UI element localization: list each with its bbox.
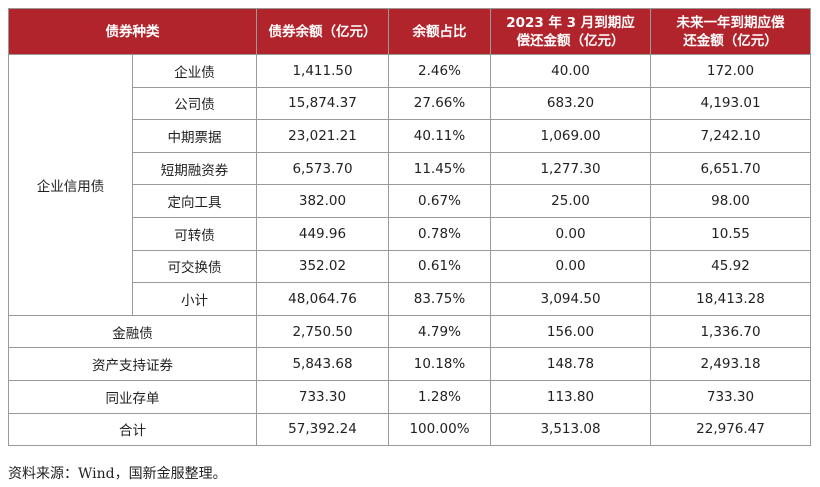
cell-due2023: 1,069.00: [490, 119, 651, 153]
cell-ratio: 4.79%: [388, 314, 491, 349]
cell-ratio: 0.78%: [388, 216, 491, 251]
cell-ratio: 0.67%: [388, 184, 491, 218]
cell-balance: 2,750.50: [256, 314, 389, 349]
cell-due2023: 156.00: [490, 314, 651, 349]
cell-balance: 352.02: [256, 249, 389, 284]
cell-ratio: 100.00%: [388, 412, 491, 447]
table-row: 中期票据 23,021.21 40.11% 1,069.00 7,242.10: [9, 119, 811, 153]
cell-dueYear: 18,413.28: [650, 282, 811, 316]
table-row: 企业信用债 企业债 1,411.50 2.46% 40.00 172.00: [8, 54, 811, 316]
cell-dueYear: 733.30: [650, 379, 811, 414]
row-name: 可转债: [132, 216, 257, 251]
cell-dueYear: 7,242.10: [650, 119, 811, 153]
header-balance: 债券余额（亿元）: [256, 8, 389, 55]
header-due-year-line2: 还金额（亿元）: [683, 32, 778, 49]
bond-table: 债券种类 债券余额（亿元） 余额占比 2023 年 3 月到期应 偿还金额（亿元…: [8, 8, 811, 447]
cell-balance: 5,843.68: [256, 347, 389, 381]
table-row: 资产支持证券 5,843.68 10.18% 148.78 2,493.18: [8, 347, 811, 381]
cell-due2023: 3,094.50: [490, 282, 651, 316]
table-row: 同业存单 733.30 1.28% 113.80 733.30: [8, 379, 811, 414]
row-name: 短期融资券: [132, 151, 257, 186]
row-name: 定向工具: [132, 184, 257, 218]
cell-due2023: 148.78: [490, 347, 651, 381]
cell-ratio: 0.61%: [388, 249, 491, 284]
table-row: 短期融资券 6,573.70 11.45% 1,277.30 6,651.70: [9, 151, 811, 186]
header-due-year-line1: 未来一年到期应偿: [676, 14, 785, 31]
header-due-2023: 2023 年 3 月到期应 偿还金额（亿元）: [490, 8, 651, 55]
table-row: 定向工具 382.00 0.67% 25.00 98.00: [9, 184, 811, 218]
cell-balance: 23,021.21: [256, 119, 389, 153]
cell-dueYear: 22,976.47: [650, 412, 811, 447]
table-row: 可转债 449.96 0.78% 0.00 10.55: [9, 216, 811, 251]
cell-dueYear: 4,193.01: [650, 86, 811, 121]
table-row: 金融债 2,750.50 4.79% 156.00 1,336.70: [8, 314, 811, 349]
source-note: 资料来源：Wind，国新金服整理。: [8, 466, 227, 482]
row-name: 小计: [132, 282, 257, 316]
cell-ratio: 10.18%: [388, 347, 491, 381]
cell-dueYear: 6,651.70: [650, 151, 811, 186]
cell-ratio: 83.75%: [388, 282, 491, 316]
cell-due2023: 0.00: [490, 216, 651, 251]
cell-ratio: 1.28%: [388, 379, 491, 414]
row-name: 合计: [8, 412, 257, 447]
header-due-year: 未来一年到期应偿 还金额（亿元）: [650, 8, 811, 55]
cell-ratio: 2.46%: [388, 54, 491, 88]
row-name: 可交换债: [132, 249, 257, 284]
cell-dueYear: 10.55: [650, 216, 811, 251]
cell-due2023: 0.00: [490, 249, 651, 284]
header-type: 债券种类: [8, 8, 257, 55]
row-name: 公司债: [132, 86, 257, 121]
table-row: 可交换债 352.02 0.61% 0.00 45.92: [9, 249, 811, 284]
cell-balance: 733.30: [256, 379, 389, 414]
cell-due2023: 683.20: [490, 86, 651, 121]
cell-due2023: 40.00: [490, 54, 651, 88]
header-due-2023-line2: 偿还金额（亿元）: [516, 32, 625, 49]
cell-ratio: 27.66%: [388, 86, 491, 121]
header-due-2023-line1: 2023 年 3 月到期应: [506, 14, 635, 31]
cell-dueYear: 98.00: [650, 184, 811, 218]
header-row: 债券种类 债券余额（亿元） 余额占比 2023 年 3 月到期应 偿还金额（亿元…: [8, 8, 811, 55]
cell-balance: 57,392.24: [256, 412, 389, 447]
row-name: 中期票据: [132, 119, 257, 153]
cell-balance: 15,874.37: [256, 86, 389, 121]
cell-dueYear: 2,493.18: [650, 347, 811, 381]
table-row: 公司债 15,874.37 27.66% 683.20 4,193.01: [9, 86, 811, 121]
cell-dueYear: 1,336.70: [650, 314, 811, 349]
cell-balance: 48,064.76: [256, 282, 389, 316]
cell-due2023: 25.00: [490, 184, 651, 218]
cell-balance: 382.00: [256, 184, 389, 218]
row-name: 金融债: [8, 314, 257, 349]
cell-due2023: 3,513.08: [490, 412, 651, 447]
cell-ratio: 11.45%: [388, 151, 491, 186]
cell-balance: 449.96: [256, 216, 389, 251]
cell-ratio: 40.11%: [388, 119, 491, 153]
cell-dueYear: 172.00: [650, 54, 811, 88]
cell-due2023: 1,277.30: [490, 151, 651, 186]
row-name: 企业债: [132, 54, 257, 88]
header-ratio: 余额占比: [388, 8, 491, 55]
row-name: 同业存单: [8, 379, 257, 414]
cell-balance: 6,573.70: [256, 151, 389, 186]
group-label: 企业信用债: [8, 54, 133, 316]
cell-dueYear: 45.92: [650, 249, 811, 284]
cell-balance: 1,411.50: [256, 54, 389, 88]
cell-due2023: 113.80: [490, 379, 651, 414]
row-name: 资产支持证券: [8, 347, 257, 381]
table-row: 合计 57,392.24 100.00% 3,513.08 22,976.47: [8, 412, 811, 447]
table-body: 企业信用债 企业债 1,411.50 2.46% 40.00 172.00 公司债 15,87…: [8, 54, 811, 447]
